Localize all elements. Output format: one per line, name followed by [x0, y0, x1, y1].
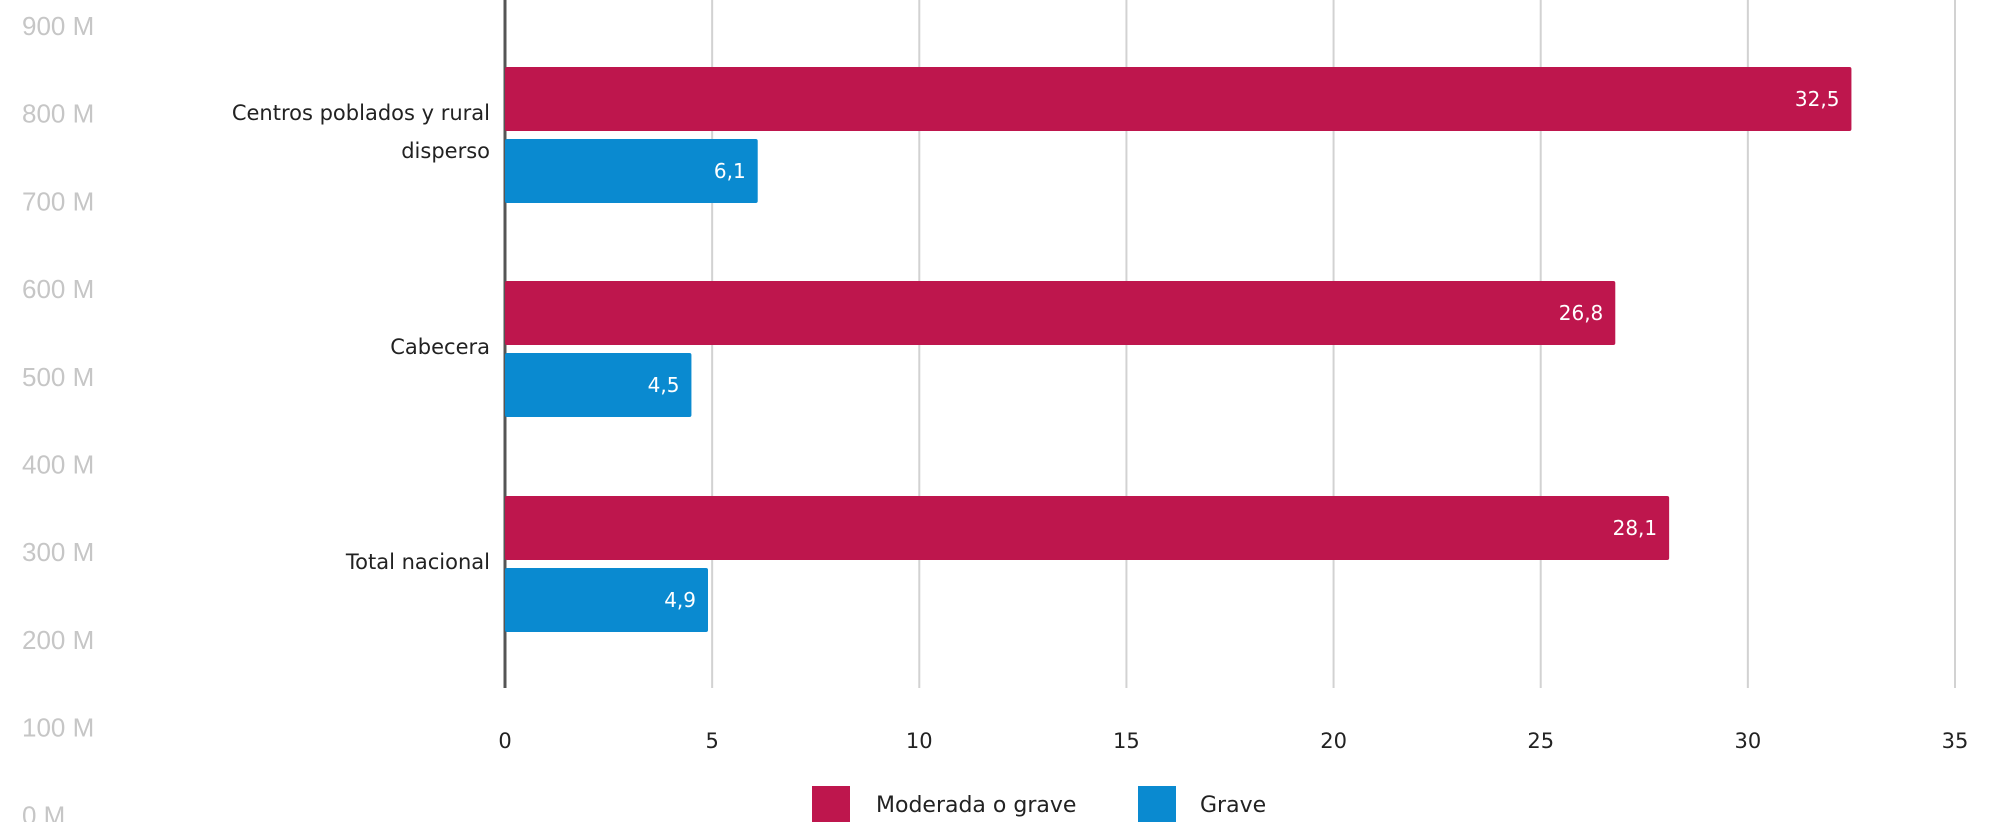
data-label: 4,9 [664, 588, 696, 612]
x-tick-label: 10 [906, 729, 933, 753]
category-label: Cabecera [390, 335, 490, 359]
x-axis-ticks: 0 5 10 15 20 25 30 35 [498, 729, 1968, 753]
x-tick-label: 0 [498, 729, 511, 753]
bar-moderada-o-grave [505, 67, 1852, 131]
legend-swatch [1138, 786, 1176, 822]
background-axis-label: 600 M [22, 274, 94, 304]
data-label: 26,8 [1559, 301, 1604, 325]
background-axis-labels: 900 M 800 M 700 M 600 M 500 M 400 M 300 M 200 M… [22, 11, 94, 822]
legend-swatch [812, 786, 850, 822]
category-labels: Centros poblados y rural disperso Cabecera… [232, 101, 490, 574]
bars: 32,5 6,1 26,8 4,5 28,1 4,9 [505, 67, 1852, 632]
x-tick-label: 15 [1113, 729, 1140, 753]
data-label: 4,5 [648, 373, 680, 397]
bar-moderada-o-grave [505, 281, 1616, 345]
bar-moderada-o-grave [505, 496, 1670, 560]
background-axis-label: 800 M [22, 99, 94, 129]
background-axis-label: 300 M [22, 537, 94, 567]
bar-grave [505, 139, 758, 203]
data-label: 32,5 [1795, 87, 1840, 111]
background-axis-label: 0 M [22, 800, 65, 822]
legend-label: Grave [1200, 793, 1266, 818]
background-axis-label: 700 M [22, 186, 94, 216]
category-label: Total nacional [345, 550, 490, 574]
data-label: 6,1 [714, 159, 746, 183]
x-tick-label: 5 [705, 729, 718, 753]
bar-grave [505, 353, 692, 417]
x-tick-label: 25 [1527, 729, 1554, 753]
x-tick-label: 35 [1942, 729, 1969, 753]
background-axis-label: 200 M [22, 625, 94, 655]
background-axis-label: 400 M [22, 450, 94, 480]
x-tick-label: 20 [1320, 729, 1347, 753]
background-axis-label: 900 M [22, 11, 94, 41]
background-axis-label: 100 M [22, 713, 94, 743]
legend-label: Moderada o grave [876, 793, 1076, 818]
category-label: Centros poblados y rural [232, 101, 490, 125]
data-label: 28,1 [1613, 516, 1658, 540]
x-tick-label: 30 [1734, 729, 1761, 753]
background-axis-label: 500 M [22, 362, 94, 392]
category-label: disperso [401, 139, 490, 163]
legend: Moderada o grave Grave [812, 786, 1266, 822]
bar-grave [505, 568, 708, 632]
